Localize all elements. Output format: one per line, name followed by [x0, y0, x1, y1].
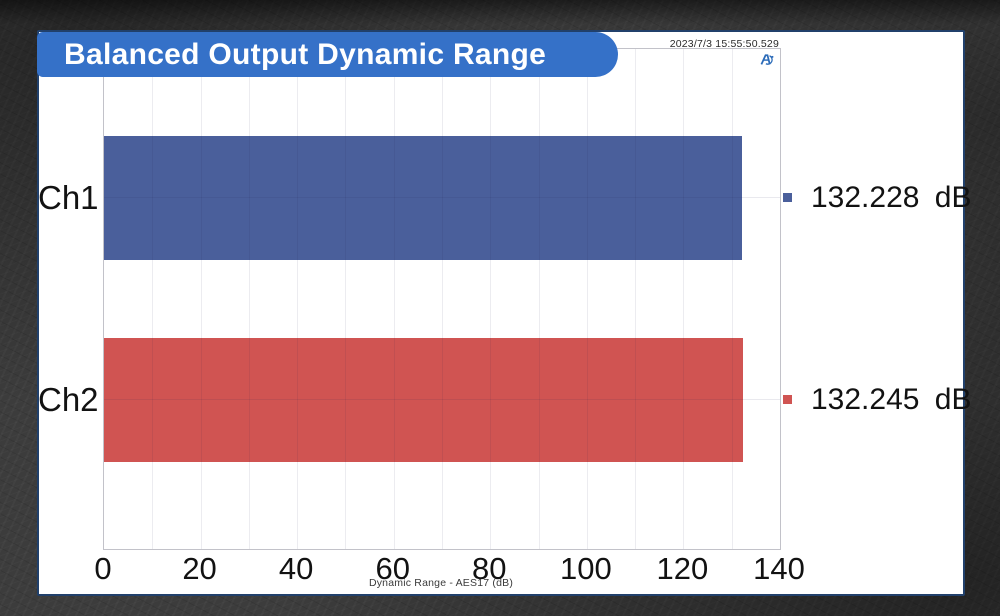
gridline-vertical [248, 49, 250, 549]
chart-title-banner: Balanced Output Dynamic Range [37, 32, 618, 77]
x-tick-120: 120 [656, 551, 709, 586]
gridline-vertical [731, 49, 733, 549]
x-tick-0: 0 [94, 551, 112, 586]
value-marker-ch2 [783, 395, 792, 404]
timestamp-label: 2023/7/3 15:55:50.529 [669, 38, 779, 50]
gridline-vertical [393, 49, 395, 549]
chart-card: 2023/7/3 15:55:50.529 132.228 dB Ch1 132.2… [37, 30, 971, 596]
value-label-ch2: 132.245 dB [811, 382, 972, 416]
gridline-vertical [152, 49, 154, 549]
bar-ch2 [104, 337, 743, 462]
value-marker-ch1 [783, 193, 792, 202]
ap-logo-icon [760, 54, 774, 65]
gridline-vertical [345, 49, 347, 549]
x-tick-80: 80 [472, 551, 507, 586]
value-label-ch1: 132.228 dB [811, 180, 972, 214]
x-tick-40: 40 [278, 551, 314, 586]
gridline-vertical [635, 49, 637, 549]
x-tick-60: 60 [375, 551, 410, 586]
gridline-vertical [490, 49, 492, 549]
x-axis-tick-labels: 0 20 40 60 80 100 120 140 [94, 551, 804, 587]
gridline-vertical [442, 49, 443, 549]
gridline-category-center [104, 197, 780, 198]
category-label-ch1: Ch1 [38, 178, 99, 216]
gridline-vertical [200, 49, 202, 549]
x-tick-140: 140 [753, 551, 805, 586]
gridline-vertical [586, 49, 588, 549]
gridline-vertical [297, 49, 299, 549]
gridline-vertical [683, 49, 685, 549]
bar-ch1 [104, 135, 743, 260]
category-label-ch2: Ch2 [38, 380, 99, 418]
x-tick-100: 100 [559, 551, 612, 586]
x-tick-20: 20 [182, 551, 217, 586]
x-axis-caption: Dynamic Range - AES17 (dB) [368, 577, 514, 589]
gridline-vertical [538, 49, 540, 549]
gridline-category-center [104, 399, 780, 400]
plot-area: 132.228 dB Ch1 132.245 dB Ch2 [38, 48, 971, 550]
